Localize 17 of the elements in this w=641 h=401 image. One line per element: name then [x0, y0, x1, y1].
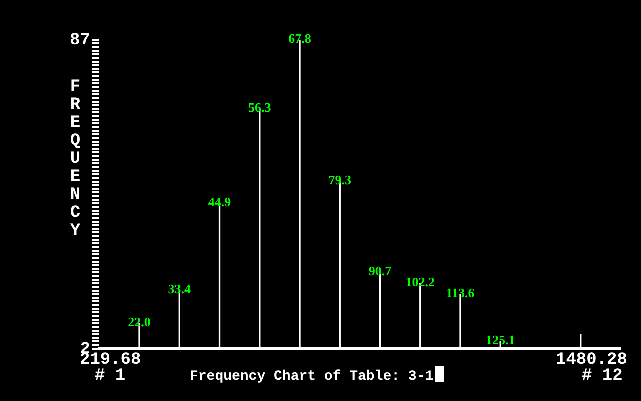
x-tick-label: 102.2: [406, 274, 436, 290]
x-tick-label: 125.1: [486, 332, 516, 348]
x-tick-label: 22.0: [128, 314, 151, 330]
text: 219.68: [80, 351, 142, 370]
x-tick-label: 56.3: [248, 100, 272, 115]
text: 1480.28: [556, 351, 628, 370]
x-tick-label: 67.8: [288, 30, 312, 46]
x-tick-label: 44.9: [208, 194, 232, 210]
text: Frequency Chart of Table: 3-1: [190, 369, 434, 385]
x-tick-label: 79.3: [328, 172, 352, 188]
y-tick-label: 87: [70, 31, 90, 50]
y-axis-title: FREQUENCY: [66, 78, 85, 240]
x-tick-label: 33.4: [168, 282, 192, 297]
text: # 12: [582, 367, 623, 386]
x-tick-label: 113.6: [446, 285, 476, 300]
x-tick-label: 90.7: [368, 264, 392, 279]
text: # 1: [95, 367, 126, 386]
